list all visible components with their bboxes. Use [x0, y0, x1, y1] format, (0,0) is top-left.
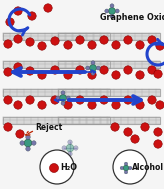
Circle shape	[14, 35, 22, 43]
Circle shape	[86, 66, 90, 70]
Circle shape	[61, 91, 65, 95]
Circle shape	[136, 71, 144, 79]
Circle shape	[26, 67, 34, 75]
Circle shape	[16, 130, 24, 138]
Circle shape	[74, 146, 78, 150]
Circle shape	[124, 171, 128, 174]
Circle shape	[76, 36, 84, 44]
Circle shape	[131, 135, 139, 143]
Circle shape	[124, 66, 132, 74]
Circle shape	[110, 14, 114, 18]
Circle shape	[110, 4, 114, 8]
Circle shape	[90, 65, 96, 71]
Circle shape	[76, 66, 84, 74]
Circle shape	[141, 123, 149, 131]
Circle shape	[136, 101, 144, 109]
Circle shape	[51, 37, 59, 45]
Circle shape	[28, 12, 36, 20]
Circle shape	[14, 7, 22, 15]
Circle shape	[105, 9, 109, 13]
Text: H₂O: H₂O	[60, 163, 77, 173]
Circle shape	[148, 66, 156, 74]
Circle shape	[123, 165, 129, 171]
Circle shape	[112, 41, 120, 49]
Circle shape	[64, 71, 72, 79]
Text: Alcohol: Alcohol	[132, 163, 164, 173]
Circle shape	[32, 141, 36, 145]
Circle shape	[4, 123, 12, 131]
Circle shape	[109, 8, 115, 14]
Circle shape	[91, 71, 95, 75]
Circle shape	[124, 96, 132, 104]
Circle shape	[154, 140, 162, 148]
Circle shape	[60, 95, 66, 101]
Circle shape	[40, 150, 74, 184]
Circle shape	[64, 41, 72, 49]
Circle shape	[26, 147, 30, 151]
Circle shape	[112, 101, 120, 109]
Circle shape	[38, 42, 46, 50]
Circle shape	[129, 166, 132, 170]
Circle shape	[4, 40, 12, 48]
Circle shape	[156, 101, 164, 109]
Text: Reject: Reject	[35, 123, 62, 132]
Circle shape	[96, 66, 100, 70]
Circle shape	[26, 135, 30, 139]
Circle shape	[115, 9, 119, 13]
Circle shape	[68, 152, 72, 156]
Circle shape	[44, 4, 52, 12]
Circle shape	[26, 38, 34, 46]
Circle shape	[148, 96, 156, 104]
Circle shape	[50, 163, 59, 173]
Circle shape	[156, 42, 164, 50]
Circle shape	[6, 18, 14, 26]
Circle shape	[112, 71, 120, 79]
Circle shape	[51, 96, 59, 104]
Text: Graphene Oxide: Graphene Oxide	[100, 12, 164, 22]
Circle shape	[76, 96, 84, 104]
Circle shape	[66, 96, 70, 100]
Circle shape	[26, 96, 34, 104]
Circle shape	[120, 166, 123, 170]
Circle shape	[88, 101, 96, 109]
Circle shape	[111, 123, 119, 131]
Circle shape	[88, 41, 96, 49]
Circle shape	[68, 140, 72, 144]
Circle shape	[61, 101, 65, 105]
Circle shape	[136, 41, 144, 49]
Circle shape	[56, 96, 60, 100]
Circle shape	[154, 70, 162, 78]
Circle shape	[88, 71, 96, 79]
Circle shape	[100, 66, 108, 74]
Circle shape	[38, 71, 46, 79]
Circle shape	[113, 150, 147, 184]
Circle shape	[14, 101, 22, 109]
Circle shape	[14, 63, 22, 71]
Circle shape	[24, 139, 32, 147]
Circle shape	[62, 146, 66, 150]
Circle shape	[38, 101, 46, 109]
Circle shape	[66, 144, 74, 152]
Circle shape	[154, 128, 162, 136]
Circle shape	[4, 68, 12, 76]
Circle shape	[51, 66, 59, 74]
Circle shape	[100, 36, 108, 44]
Circle shape	[20, 141, 24, 145]
Circle shape	[91, 61, 95, 65]
Circle shape	[124, 162, 128, 165]
Circle shape	[124, 36, 132, 44]
Circle shape	[64, 101, 72, 109]
Circle shape	[4, 96, 12, 104]
Circle shape	[124, 128, 132, 136]
Circle shape	[100, 96, 108, 104]
Circle shape	[148, 36, 156, 44]
